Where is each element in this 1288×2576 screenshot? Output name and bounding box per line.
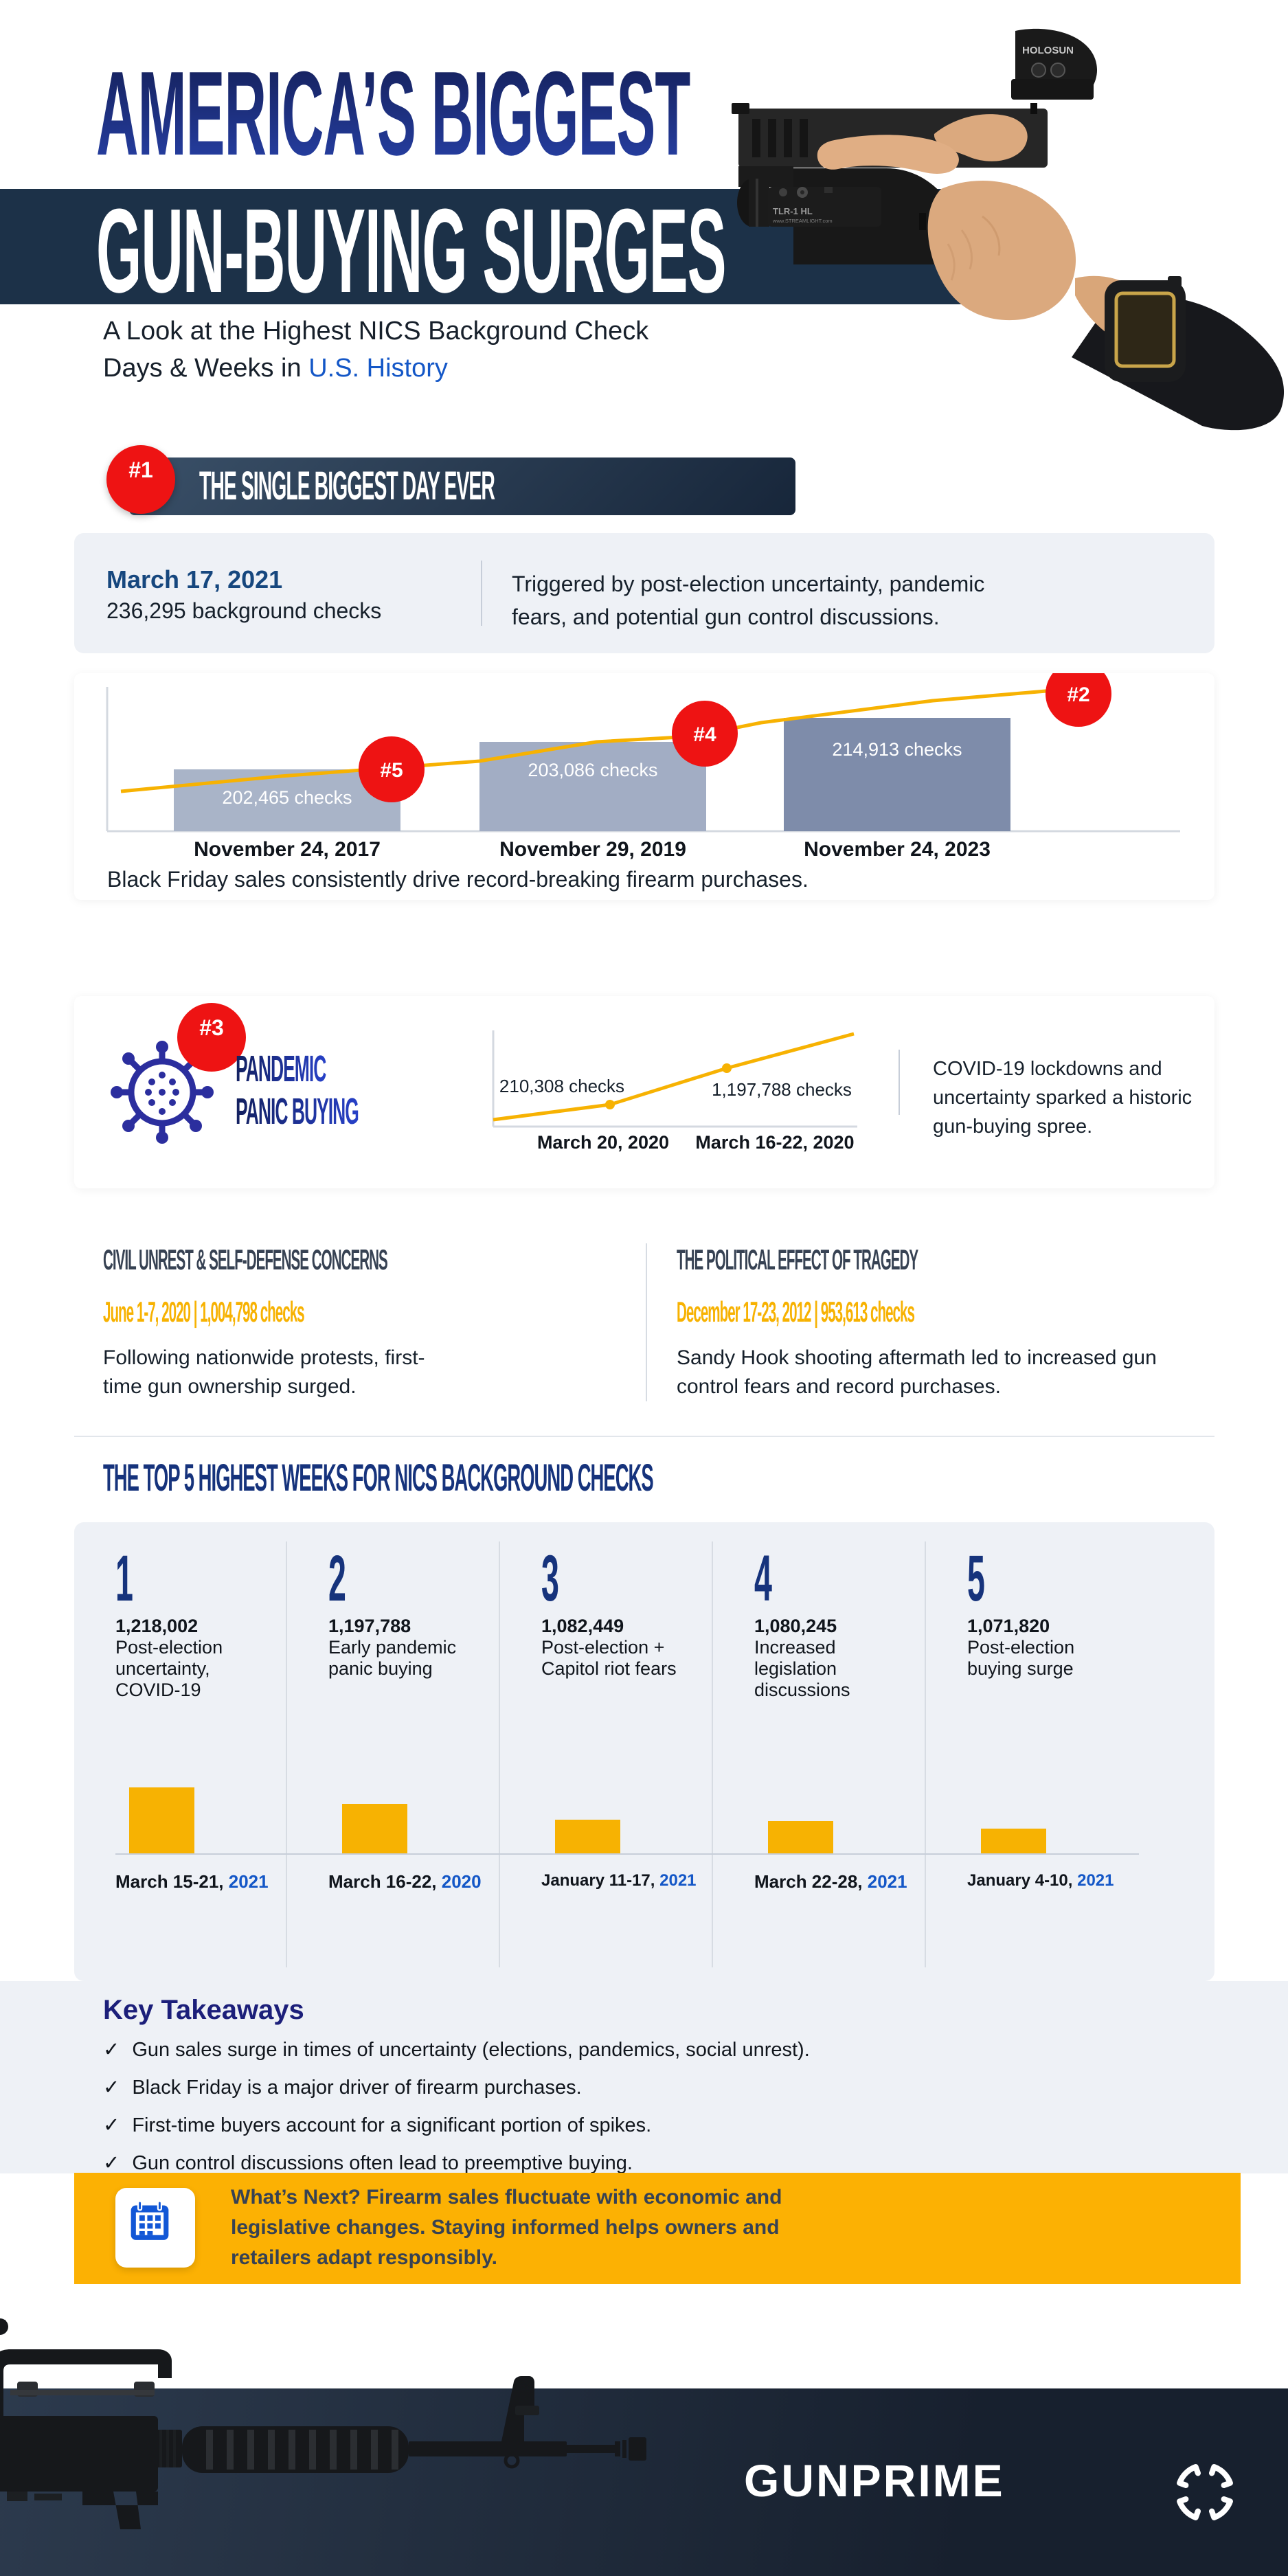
svg-text:202,465 checks: 202,465 checks: [222, 787, 352, 808]
svg-text:214,913 checks: 214,913 checks: [832, 739, 962, 760]
svg-text:November 24, 2017: November 24, 2017: [194, 838, 381, 861]
svg-text:TLR-1 HL: TLR-1 HL: [773, 206, 813, 216]
svg-text:#5: #5: [380, 759, 403, 782]
svg-text:210,308 checks: 210,308 checks: [499, 1076, 624, 1096]
svg-text:November 29, 2019: November 29, 2019: [499, 838, 686, 861]
svg-text:1,197,788 checks: 1,197,788 checks: [712, 1079, 852, 1100]
svg-text:#4: #4: [693, 723, 716, 746]
svg-text:March 16-22, 2020: March 16-22, 2020: [695, 1132, 854, 1153]
svg-text:203,086 checks: 203,086 checks: [528, 760, 657, 780]
svg-text:March 20, 2020: March 20, 2020: [537, 1132, 669, 1153]
svg-text:November 24, 2023: November 24, 2023: [804, 838, 991, 861]
svg-text:#2: #2: [1067, 683, 1089, 706]
svg-text:www.STREAMLIGHT.com: www.STREAMLIGHT.com: [772, 218, 833, 224]
svg-text:HOLOSUN: HOLOSUN: [1022, 45, 1074, 56]
